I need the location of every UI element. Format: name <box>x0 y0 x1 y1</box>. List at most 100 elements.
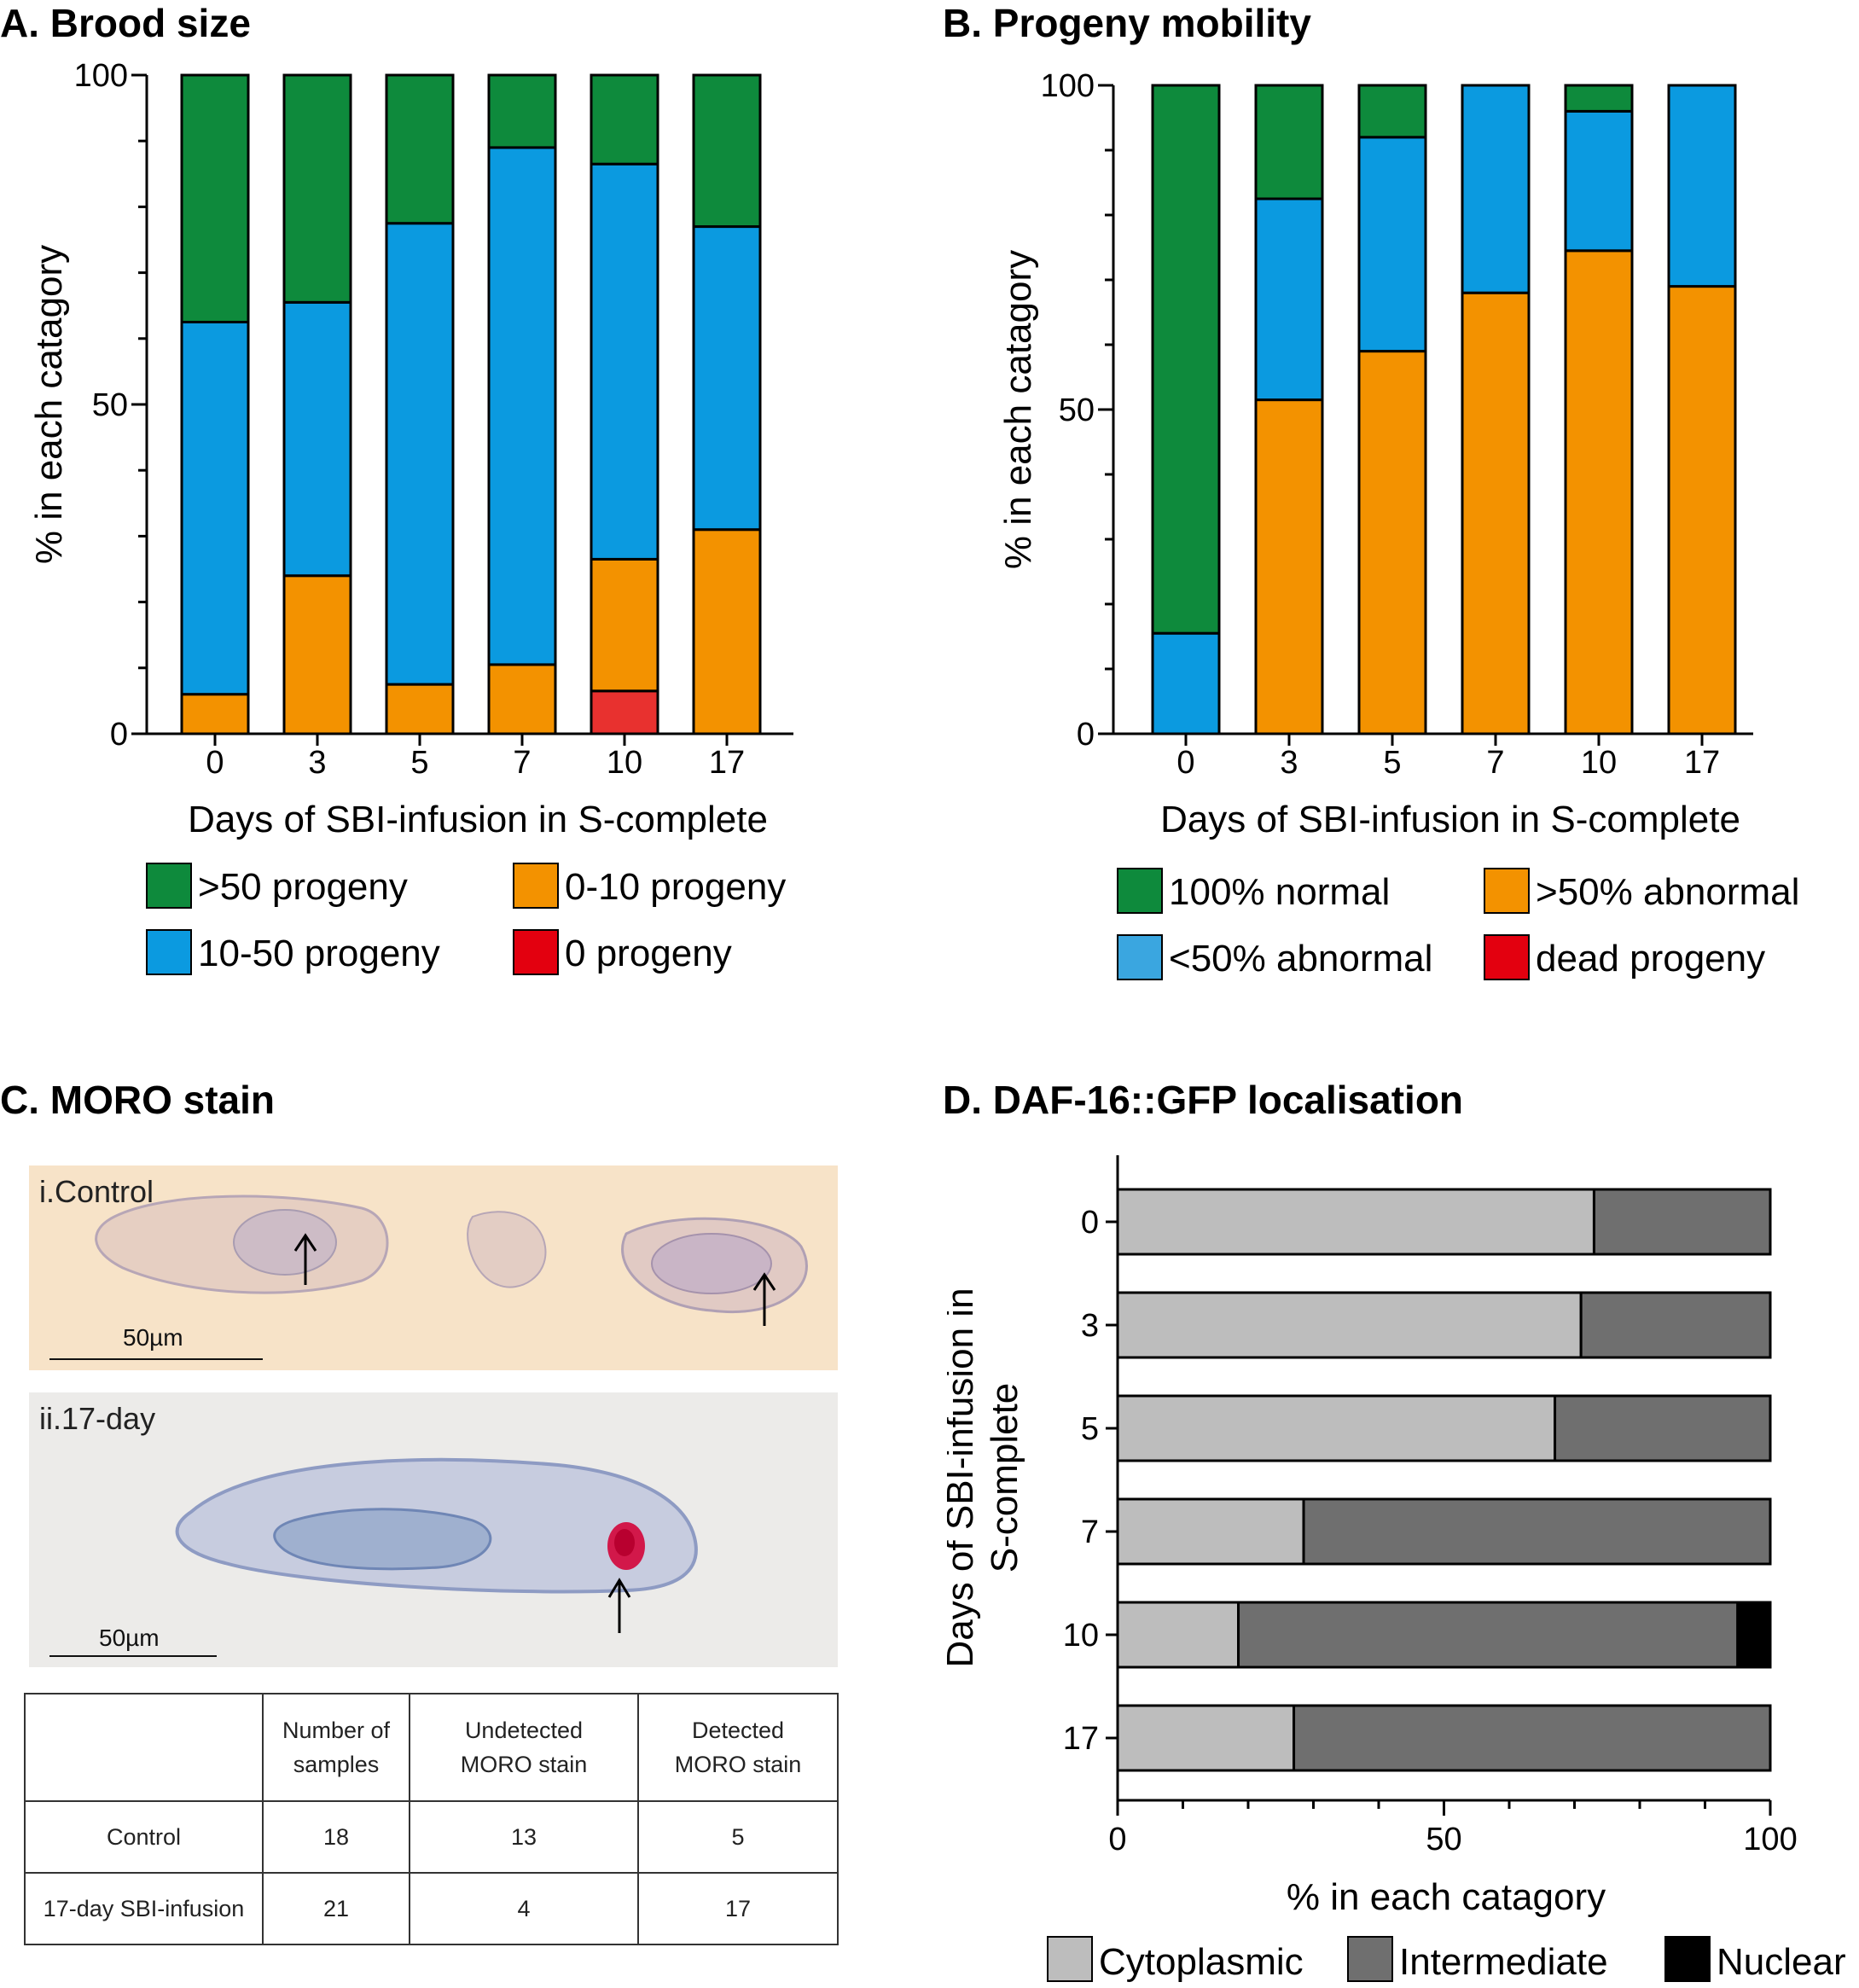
y-tick-label: 3 <box>1081 1308 1099 1344</box>
table-header-detected: Detected MORO stain <box>637 1693 839 1802</box>
legend-swatch <box>1484 934 1530 980</box>
control-worm-middle <box>467 1211 547 1288</box>
x-tick-label: 100 <box>1743 1822 1797 1857</box>
table-cell: 13 <box>409 1800 639 1874</box>
y-tick-label: 0 <box>1077 717 1095 753</box>
legend-label: Cytoplasmic <box>1099 1941 1304 1983</box>
y-tick-label: 50 <box>92 387 128 423</box>
control-worm-sections <box>95 1195 808 1326</box>
legend-swatch <box>1664 1936 1711 1982</box>
x-axis-label: Days of SBI-infusion in S-complete <box>1160 799 1740 840</box>
table-cell: 18 <box>262 1800 410 1874</box>
bar-segment <box>1554 1394 1772 1462</box>
control-scale-bar <box>49 1358 263 1360</box>
table-header-undetected: Undetected MORO stain <box>409 1693 639 1802</box>
table-cell: 17-day SBI-infusion <box>24 1872 264 1945</box>
legend-label: 100% normal <box>1169 871 1390 913</box>
panel-c-title: C. MORO stain <box>0 1078 276 1122</box>
legend-swatch <box>1347 1936 1393 1982</box>
bar-segment <box>590 689 659 735</box>
legend-swatch <box>1117 868 1163 914</box>
bar-segment <box>1254 398 1324 735</box>
legend-swatch <box>1117 934 1163 980</box>
bar-segment <box>1564 109 1634 253</box>
legend-label: 0-10 progeny <box>565 866 786 908</box>
bar-segment <box>590 557 659 693</box>
x-tick-label: 3 <box>1280 745 1298 781</box>
bar-segment <box>692 73 762 229</box>
moro-stain-table: Number of samples Undetected MORO stain … <box>24 1693 839 1945</box>
bar-segment <box>1293 1704 1772 1772</box>
control-micrograph: i.Control 50µm <box>29 1165 838 1370</box>
table-cell: 4 <box>409 1872 639 1945</box>
x-tick-label: 7 <box>1486 745 1504 781</box>
y-tick-label: 17 <box>1063 1721 1099 1757</box>
x-tick-label: 0 <box>206 745 224 781</box>
x-tick-label: 0 <box>1108 1822 1126 1857</box>
x-tick-label: 5 <box>410 745 428 781</box>
day17-scale-text: 50µm <box>99 1625 160 1651</box>
bar-segment <box>1116 1497 1305 1566</box>
control-label: i.Control <box>39 1174 154 1209</box>
bar-segment <box>487 146 557 666</box>
x-axis-label: Days of SBI-infusion in S-complete <box>188 799 768 840</box>
legend-label: dead progeny <box>1536 938 1765 979</box>
x-tick-label: 5 <box>1383 745 1401 781</box>
table-row: 17-day SBI-infusion 21 4 17 <box>24 1872 839 1945</box>
bar-segment <box>385 683 455 735</box>
table-row: Control 18 13 5 <box>24 1800 839 1874</box>
panel-b-title: B. Progeny mobility <box>943 1 1311 45</box>
bar-segment <box>385 73 455 225</box>
bar-segment <box>180 73 250 323</box>
day17-arrow <box>607 1578 631 1633</box>
legend-label: >50% abnormal <box>1536 871 1799 913</box>
bar-segment <box>1116 1291 1583 1359</box>
x-tick-label: 3 <box>308 745 326 781</box>
legend-swatch <box>513 863 559 909</box>
table-header-empty <box>24 1693 264 1802</box>
bar-segment <box>590 73 659 166</box>
bar-segment <box>1116 1394 1557 1462</box>
y-tick-label: 0 <box>110 717 128 753</box>
table-header-samples: Number of samples <box>262 1693 410 1802</box>
x-tick-label: 0 <box>1176 745 1194 781</box>
y-tick-label: 100 <box>1041 68 1095 104</box>
x-axis-label: % in each catagory <box>1287 1876 1606 1918</box>
y-tick-label: 100 <box>74 58 128 94</box>
bar-segment <box>1461 291 1531 735</box>
bar-segment <box>1461 84 1531 294</box>
bar-segment <box>1237 1601 1740 1669</box>
bar-segment <box>180 321 250 696</box>
bar-segment <box>487 73 557 149</box>
table-header-row: Number of samples Undetected MORO stain … <box>24 1693 839 1802</box>
day17-worm-gut <box>273 1508 492 1571</box>
x-tick-label: 17 <box>709 745 745 781</box>
bar-segment <box>1116 1601 1240 1669</box>
legend-label: 10-50 progeny <box>198 933 440 974</box>
bar-segment <box>1357 136 1427 353</box>
bar-segment <box>1116 1704 1296 1772</box>
bar-segment <box>282 574 352 735</box>
y-tick-label: 7 <box>1081 1514 1099 1550</box>
bar-segment <box>692 225 762 532</box>
legend-label: Intermediate <box>1399 1941 1608 1983</box>
x-tick-label: 17 <box>1684 745 1720 781</box>
table-cell: 5 <box>637 1800 839 1874</box>
day17-micrograph: ii.17-day 50µm <box>29 1392 838 1667</box>
bar-segment <box>1254 84 1324 201</box>
bar-segment <box>1357 350 1427 735</box>
bar-segment <box>1736 1601 1772 1669</box>
y-tick-label: 5 <box>1081 1411 1099 1447</box>
control-arrow-right <box>752 1272 776 1326</box>
day17-label: ii.17-day <box>39 1401 156 1436</box>
bar-segment <box>1564 84 1634 113</box>
bar-segment <box>1592 1188 1772 1256</box>
control-scale-text: 50µm <box>123 1324 183 1351</box>
legend-label: <50% abnormal <box>1169 938 1432 979</box>
control-worm-left-gut <box>233 1209 337 1276</box>
panel-d-title: D. DAF-16::GFP localisation <box>943 1078 1464 1122</box>
bar-segment <box>1564 249 1634 735</box>
panel-a-title: A. Brood size <box>0 1 251 45</box>
bar-segment <box>1357 84 1427 139</box>
y-axis-label: Days of SBI-infusion inS-complete <box>947 1288 1025 1667</box>
